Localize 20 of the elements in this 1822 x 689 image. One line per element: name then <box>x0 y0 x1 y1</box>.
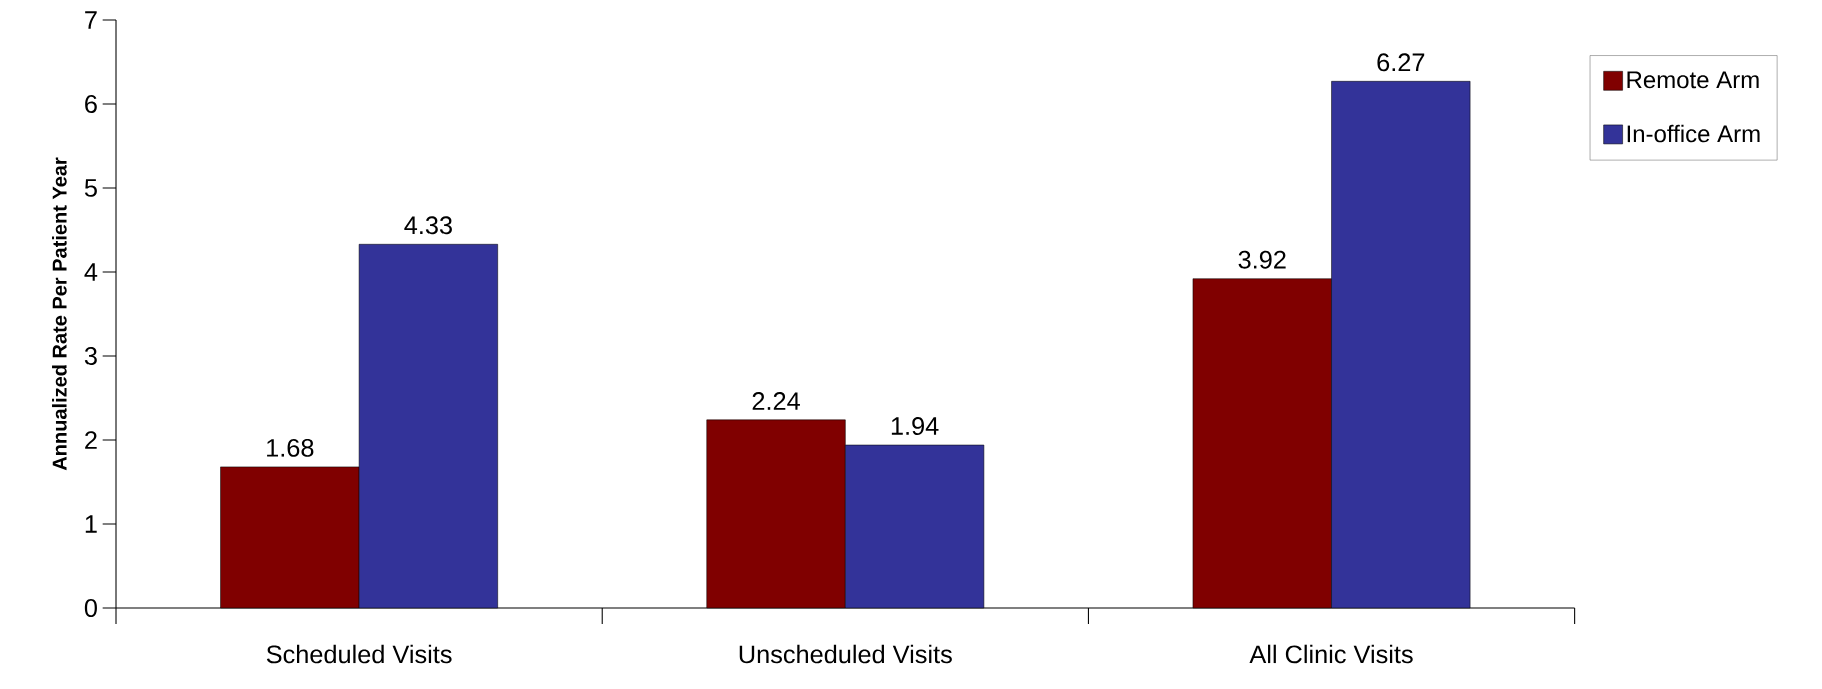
y-tick-label: 5 <box>84 179 97 197</box>
y-tick-label: 1 <box>85 515 97 533</box>
x-tick-label: Scheduled Visits <box>266 644 452 664</box>
data-label: 4.33 <box>404 216 452 235</box>
y-tick-label: 4 <box>84 263 98 281</box>
data-label: 3.92 <box>1238 250 1286 269</box>
y-tick-label: 7 <box>85 11 97 29</box>
data-label: 6.27 <box>1377 53 1425 72</box>
legend-label: Remote Arm <box>1627 71 1759 89</box>
data-label: 2.24 <box>752 392 800 410</box>
data-label: 1.94 <box>891 417 939 435</box>
data-label: 1.68 <box>267 438 314 457</box>
y-tick-label: 2 <box>85 431 97 449</box>
legend-label: In-office Arm <box>1627 124 1760 143</box>
y-tick-label: 3 <box>84 347 97 365</box>
y-tick-label: 6 <box>85 95 97 113</box>
x-tick-label: All Clinic Visits <box>1249 644 1413 664</box>
y-axis-title: Annualized Rate Per Patient Year <box>52 157 67 471</box>
x-tick-label: Unscheduled Visits <box>739 644 952 664</box>
y-tick-label: 0 <box>84 599 97 617</box>
